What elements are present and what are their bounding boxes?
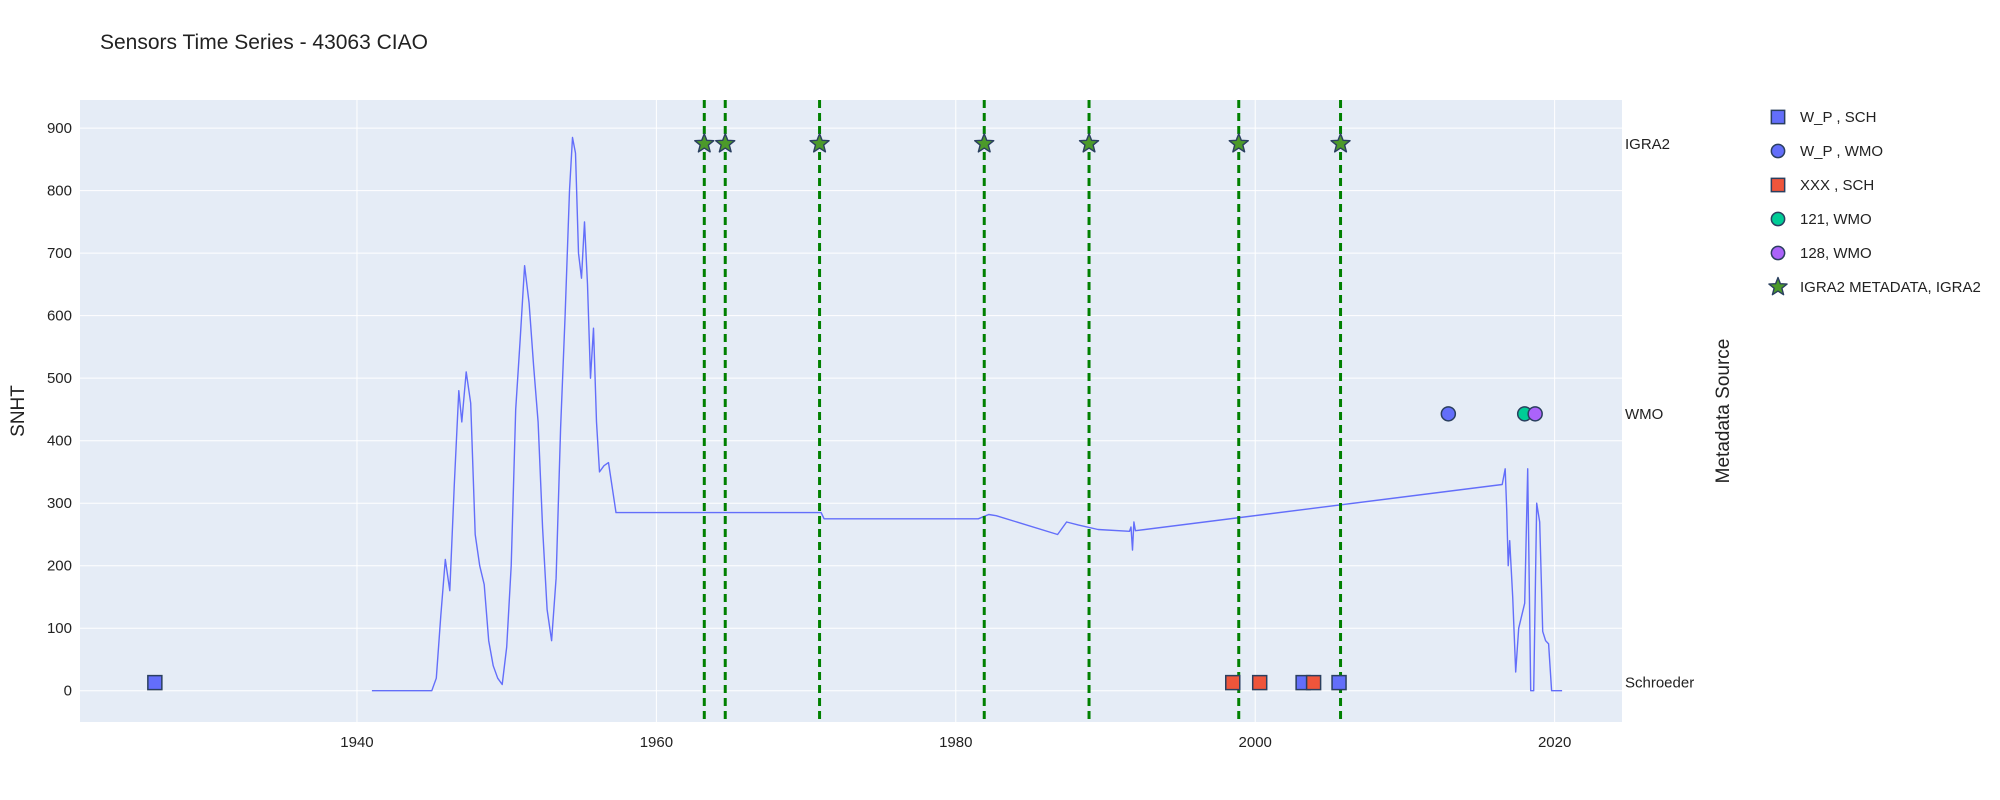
- legend-label: IGRA2 METADATA, IGRA2: [1800, 279, 1981, 296]
- metadata-marker-square: [1225, 674, 1241, 691]
- y-tick-label: 900: [47, 120, 72, 137]
- y-axis-title: SNHT: [8, 385, 29, 437]
- data-layer: [147, 100, 1563, 722]
- metadata-source-tick-label: Schroeder: [1625, 675, 1694, 692]
- x-axis-ticks: 1940 1960 1980 2000 2020: [340, 734, 1571, 751]
- metadata-marker-star: [1228, 133, 1249, 153]
- x-tick-label: 1960: [640, 734, 673, 751]
- metadata-marker-star: [1330, 133, 1351, 153]
- y-tick-label: 700: [47, 245, 72, 262]
- legend-label: W_P , SCH: [1800, 109, 1876, 126]
- legend-marker-circle: [1770, 245, 1786, 261]
- metadata-marker-square: [147, 674, 163, 691]
- legend-marker-square: [1770, 109, 1786, 125]
- x-tick-label: 2020: [1538, 734, 1571, 751]
- y-tick-label: 300: [47, 495, 72, 512]
- legend-marker-square: [1770, 177, 1786, 193]
- chart-title: Sensors Time Series - 43063 CIAO: [100, 31, 428, 54]
- snht-line: [371, 136, 1563, 692]
- x-tick-label: 1940: [340, 734, 373, 751]
- legend-label: 121, WMO: [1800, 211, 1872, 228]
- legend-marker-circle: [1770, 143, 1786, 159]
- y-tick-label: 200: [47, 558, 72, 575]
- y-axis-ticks: 0 100 200 300 400 500 600 700 800 900: [47, 120, 72, 700]
- metadata-source-axis-ticks: IGRA2 WMO Schroeder: [1625, 136, 1694, 692]
- y-tick-label: 100: [47, 620, 72, 637]
- metadata-marker-star: [974, 133, 995, 153]
- legend-label: XXX , SCH: [1800, 177, 1874, 194]
- metadata-marker-star: [715, 133, 736, 153]
- x-tick-label: 2000: [1239, 734, 1272, 751]
- metadata-marker-square: [1305, 674, 1322, 691]
- y-tick-label: 0: [64, 683, 72, 700]
- y-tick-label: 400: [47, 433, 72, 450]
- metadata-marker-star: [694, 133, 715, 153]
- y-tick-label: 800: [47, 183, 72, 200]
- y-tick-label: 500: [47, 370, 72, 387]
- metadata-marker-square: [1251, 674, 1268, 691]
- legend-label: 128, WMO: [1800, 245, 1872, 262]
- metadata-source-tick-label: IGRA2: [1625, 136, 1670, 153]
- metadata-source-tick-label: WMO: [1625, 406, 1663, 423]
- metadata-marker-star: [1078, 133, 1100, 153]
- metadata-marker-star: [809, 133, 830, 153]
- legend-marker-star: [1768, 276, 1788, 296]
- legend-marker-circle: [1770, 211, 1786, 227]
- plot-area: [80, 100, 1622, 722]
- metadata-marker-circle: [1440, 406, 1457, 422]
- gridlines: [80, 100, 1622, 722]
- legend: W_P , SCH W_P , WMO XXX , SCH 121, WMO 128, …: [1768, 109, 1981, 296]
- metadata-marker-square: [1331, 674, 1347, 691]
- x-tick-label: 1980: [939, 734, 972, 751]
- legend-label: W_P , WMO: [1800, 143, 1883, 160]
- y-tick-label: 600: [47, 308, 72, 325]
- secondary-y-axis-title: Metadata Source: [1713, 339, 1734, 484]
- metadata-marker-circle: [1527, 406, 1543, 422]
